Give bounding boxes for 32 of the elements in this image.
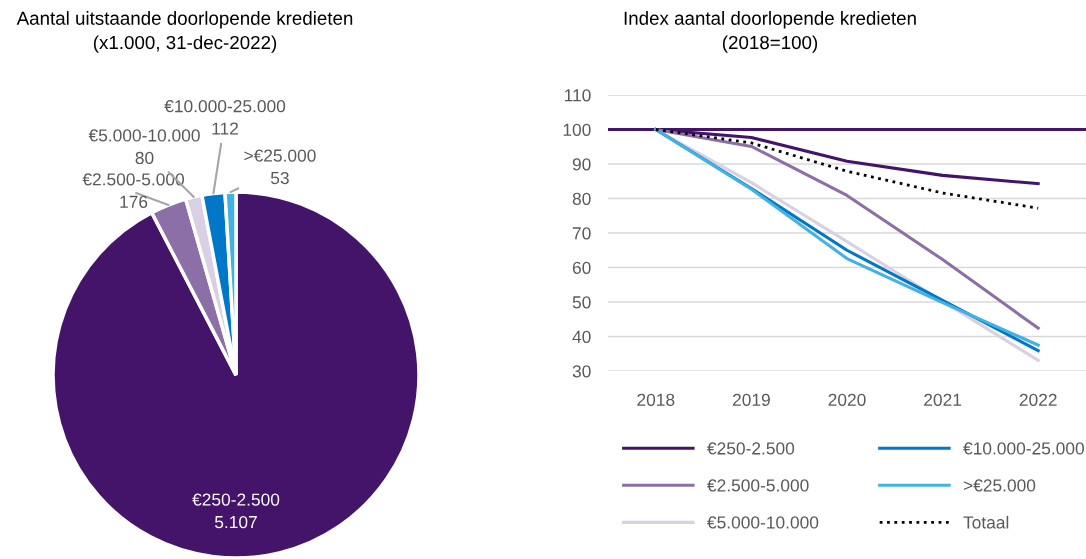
slice-label: >€25.000 (244, 149, 316, 162)
chart-title: Aantal uitstaande doorlopende kredieten (x1.000, 31-dec-2022) (16, 11, 353, 53)
data-label: 80 (135, 151, 154, 165)
x-tick-label: 2020 (828, 393, 866, 406)
y-tick-label: 60 (572, 261, 591, 274)
y-tick-label: 40 (572, 330, 591, 343)
y-tick-label: 100 (563, 123, 591, 136)
x-tick-label: 2018 (637, 393, 675, 406)
data-label: 176 (120, 195, 148, 208)
y-tick-label: 50 (572, 296, 591, 309)
legend-label: €250-2.500 (707, 442, 795, 455)
y-tick-label: 80 (572, 192, 591, 205)
legend-label: €10.000-25.000 (963, 442, 1084, 455)
slice-label: €5.000-10.000 (88, 129, 200, 142)
data-label: 53 (270, 171, 289, 185)
x-tick-label: 2019 (732, 393, 770, 406)
chart-title: Index aantal doorlopende kredieten (2018=100) (624, 11, 916, 53)
legend-label: €2.500-5.000 (707, 479, 809, 492)
y-tick-label: 90 (572, 158, 591, 171)
data-label: 112 (212, 122, 238, 135)
y-tick-label: 70 (572, 227, 591, 240)
y-tick-label: 110 (564, 89, 591, 102)
data-label: 5.107 (214, 515, 257, 529)
slice-label: €2.500-5.000 (82, 173, 185, 186)
x-tick-label: 2022 (1019, 393, 1057, 406)
slice-label: €250-2.500 (192, 493, 280, 506)
slice-label: €10.000-25.000 (164, 100, 286, 113)
legend-label: >€25.000 (963, 479, 1036, 492)
legend-label: €5.000-10.000 (707, 516, 819, 529)
legend-label: Totaal (963, 515, 1009, 529)
y-tick-label: 30 (572, 365, 591, 378)
x-tick-label: 2021 (924, 393, 962, 406)
